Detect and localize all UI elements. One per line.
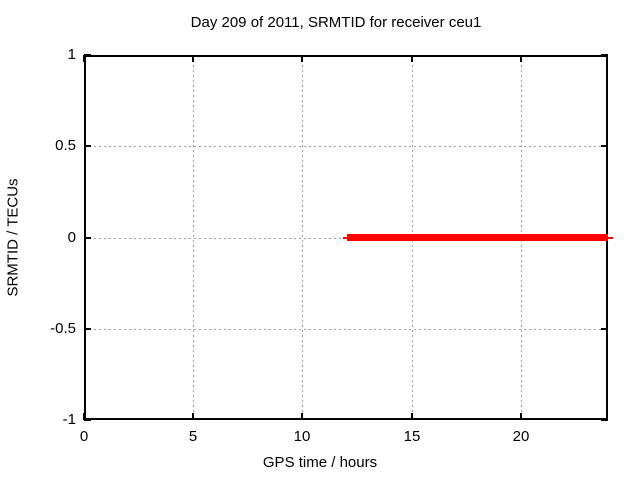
- tick-mark-x-bottom: [83, 413, 85, 420]
- x-tick-label: 5: [188, 428, 198, 445]
- tick-mark-x-top: [192, 55, 194, 62]
- tick-mark-x-bottom: [520, 413, 522, 420]
- y-tick-label: 0.5: [55, 137, 76, 154]
- tick-mark-x-top: [520, 55, 522, 62]
- tick-mark-y-left: [84, 54, 91, 56]
- tick-mark-x-top: [301, 55, 303, 62]
- tick-mark-y-right: [601, 328, 608, 330]
- tick-mark-y-left: [84, 419, 91, 421]
- tick-mark-y-left: [84, 237, 91, 239]
- y-tick-label: 1: [67, 46, 76, 63]
- chart-title: Day 209 of 2011, SRMTID for receiver ceu…: [190, 14, 482, 31]
- grid-line-horizontal: [84, 146, 608, 147]
- grid-line-horizontal: [84, 329, 608, 330]
- x-tick-label: 10: [293, 428, 311, 445]
- tick-mark-y-right: [601, 54, 608, 56]
- tick-mark-y-left: [84, 328, 91, 330]
- tick-mark-y-right: [601, 419, 608, 421]
- x-axis-label: GPS time / hours: [262, 454, 378, 471]
- plot-area: [83, 54, 613, 421]
- grid-line-vertical: [302, 55, 303, 420]
- tick-mark-x-bottom: [192, 413, 194, 420]
- grid-line-vertical: [193, 55, 194, 420]
- tick-mark-x-top: [411, 55, 413, 62]
- series-line-srmtid: [347, 234, 608, 241]
- tick-mark-y-right: [601, 145, 608, 147]
- tick-mark-y-left: [84, 145, 91, 147]
- series-line-cap-left: [343, 237, 347, 239]
- series-line-cap-right: [608, 237, 613, 239]
- x-tick-label: 0: [79, 428, 89, 445]
- plot-border-top: [84, 55, 608, 57]
- tick-mark-x-bottom: [301, 413, 303, 420]
- x-tick-label: 20: [512, 428, 530, 445]
- x-tick-label: 15: [403, 428, 421, 445]
- tick-mark-x-top: [83, 55, 85, 62]
- tick-mark-x-bottom: [411, 413, 413, 420]
- y-tick-label: 0: [67, 229, 76, 246]
- plot-border-bottom: [84, 418, 608, 420]
- y-tick-label: -1: [62, 411, 76, 428]
- y-tick-label: -0.5: [50, 320, 76, 337]
